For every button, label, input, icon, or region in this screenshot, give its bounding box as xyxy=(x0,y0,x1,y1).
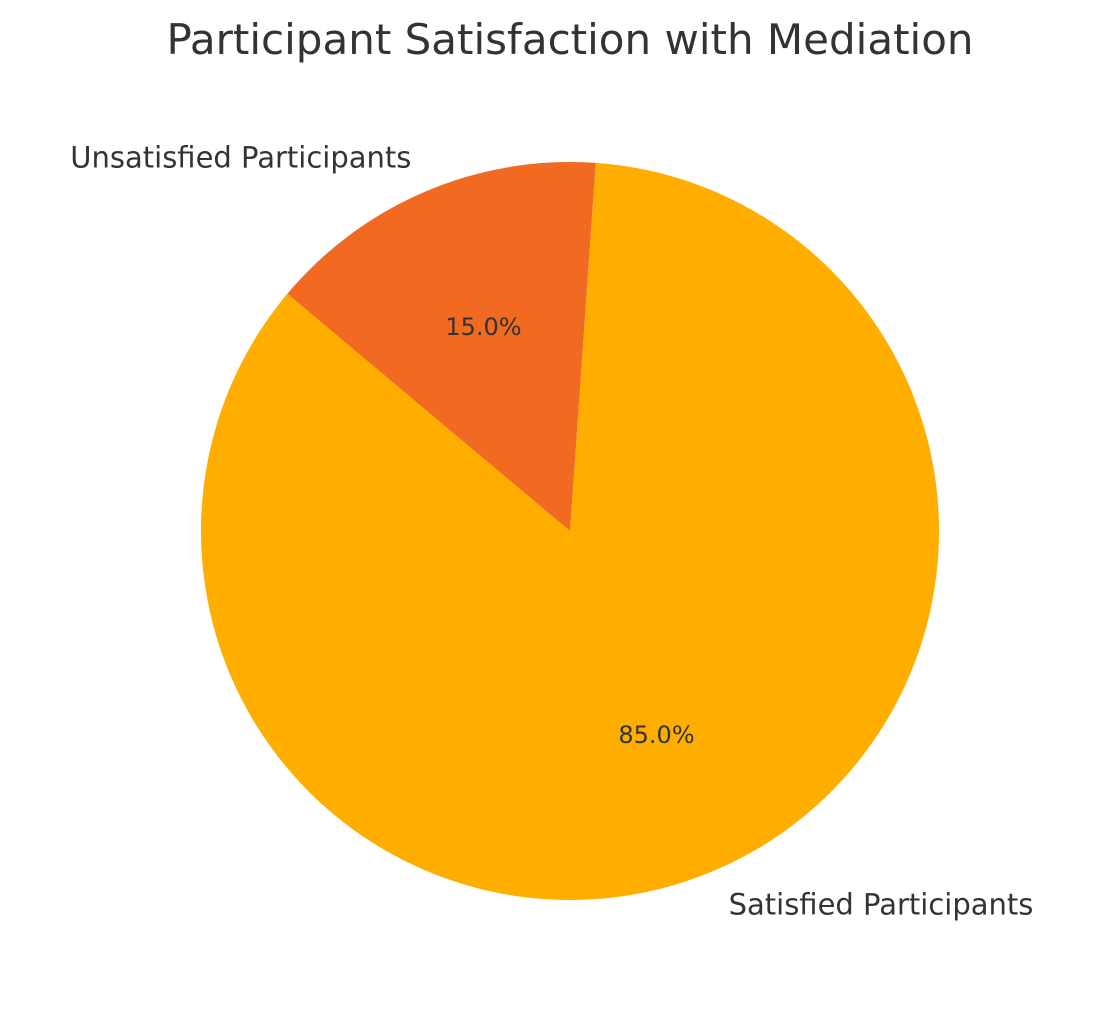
pie-slice-unsatisfied-participants xyxy=(287,162,596,531)
chart-title: Participant Satisfaction with Mediation xyxy=(166,15,973,64)
pie-category-label: Satisfied Participants xyxy=(729,888,1034,922)
pie-category-label: Unsatisfied Participants xyxy=(70,140,411,174)
pie-slice-satisfied-participants xyxy=(200,162,939,901)
pie-value-label: 15.0% xyxy=(445,313,521,341)
pie-slices xyxy=(200,162,939,901)
pie-labels: 85.0% Satisfied Participants 15.0% Unsatisf… xyxy=(70,140,1033,921)
pie-value-label: 85.0% xyxy=(618,721,694,749)
